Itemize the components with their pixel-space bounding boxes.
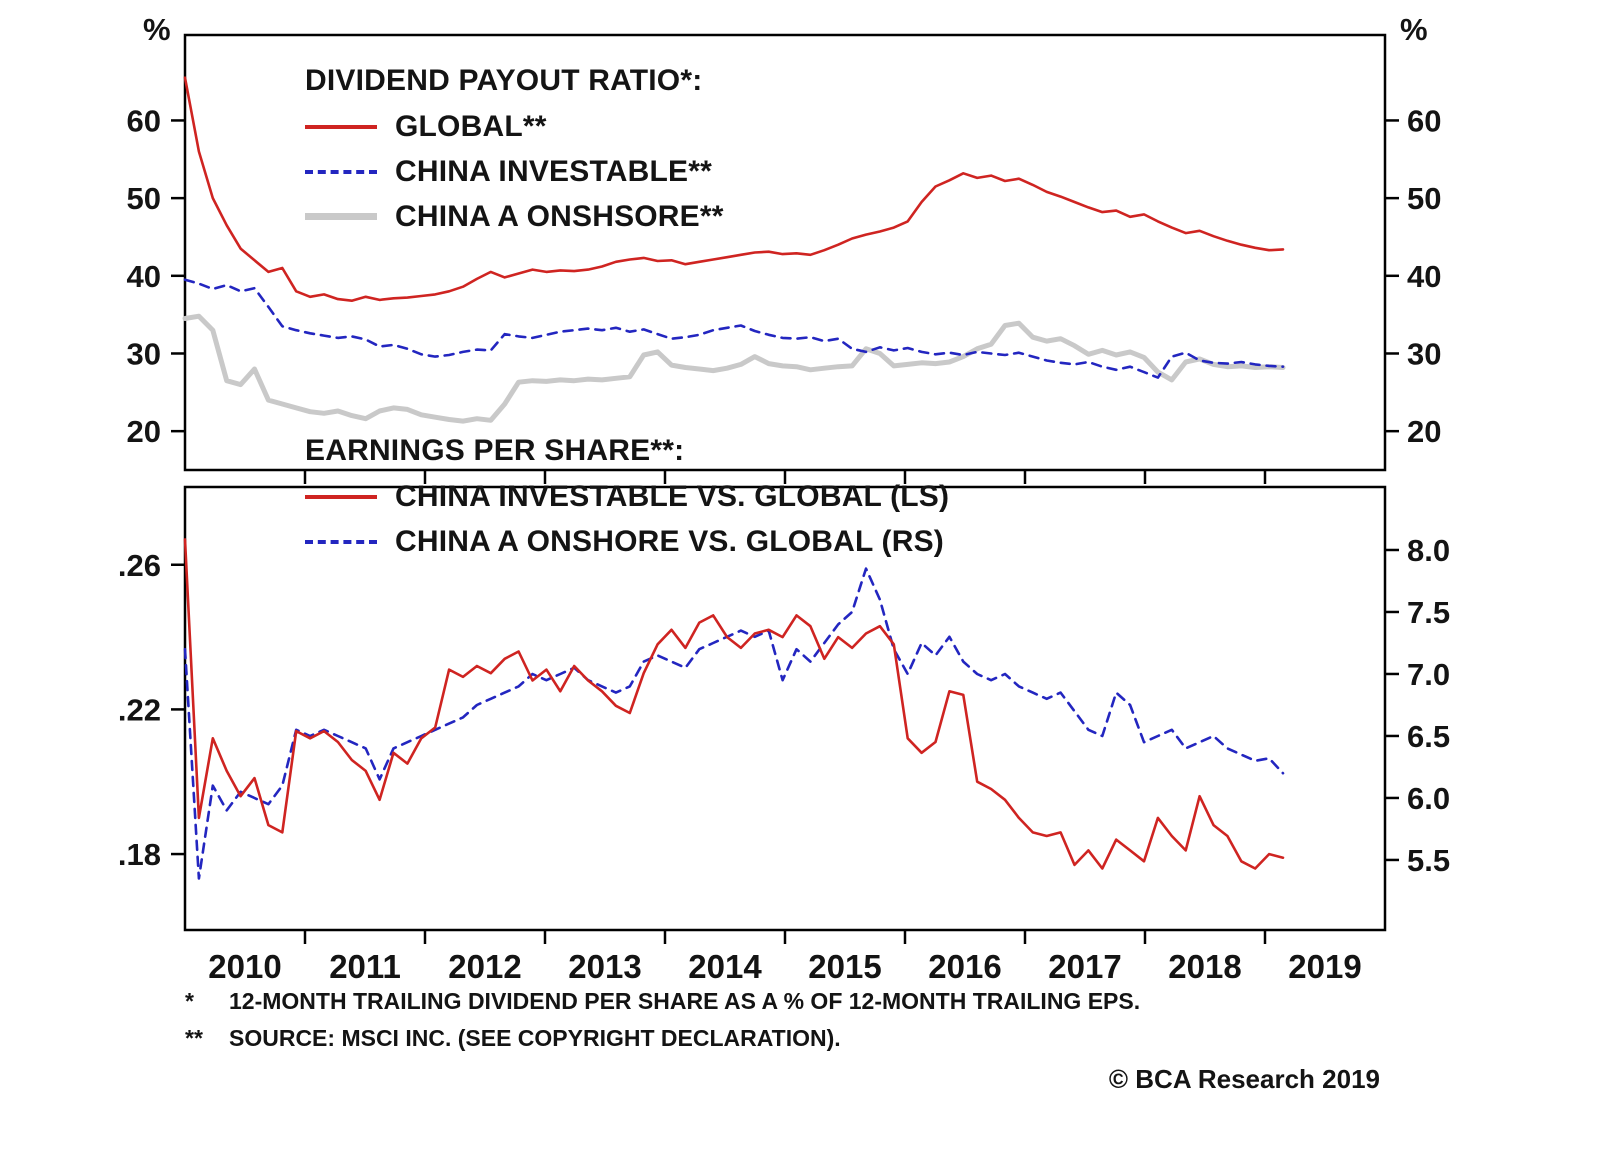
footnote-1-text: 12-MONTH TRAILING DIVIDEND PER SHARE AS …: [229, 988, 1141, 1014]
footnote-1-marker: *: [185, 988, 194, 1014]
eps-investable-line-swatch: [305, 494, 377, 499]
y-tick-label: 20: [1407, 414, 1441, 449]
y-tick-label: 60: [1407, 103, 1441, 138]
y-tick-label: .18: [118, 837, 161, 872]
footnote-1: * 12-MONTH TRAILING DIVIDEND PER SHARE A…: [185, 988, 1140, 1015]
china-investable-line: [183, 278, 1285, 379]
y-tick-label: 40: [1407, 259, 1441, 294]
footnote-2-text: SOURCE: MSCI INC. (SEE COPYRIGHT DECLARA…: [229, 1025, 841, 1051]
china-investable-vs-global-ls-line: [183, 538, 1285, 870]
y-tick-label: 7.5: [1407, 595, 1450, 630]
legend-label-eps-investable: CHINA INVESTABLE VS. GLOBAL (LS): [395, 479, 950, 513]
year-label: 2019: [1288, 948, 1361, 985]
eps-legend: EARNINGS PER SHARE**: CHINA INVESTABLE V…: [305, 434, 949, 564]
y-tick-label: 6.5: [1407, 719, 1450, 754]
year-label: 2018: [1168, 948, 1241, 985]
y-tick-label: 50: [127, 181, 161, 216]
legend-item-global: GLOBAL**: [305, 104, 724, 149]
eps-title: EARNINGS PER SHARE**:: [305, 434, 685, 467]
legend-label-global: GLOBAL**: [395, 109, 547, 143]
y-tick-label: 30: [127, 336, 161, 371]
y-tick-label: 20: [127, 414, 161, 449]
global-line: [183, 76, 1285, 303]
year-label: 2010: [208, 948, 281, 985]
legend-label-eps-onshore: CHINA A ONSHORE VS. GLOBAL (RS): [395, 524, 944, 558]
legend-item-eps-investable: CHINA INVESTABLE VS. GLOBAL (LS): [305, 474, 949, 519]
y-tick-label: 6.0: [1407, 781, 1450, 816]
china-a-onshsore-line: [182, 313, 1286, 424]
y-tick-label: 8.0: [1407, 533, 1450, 568]
year-label: 2016: [928, 948, 1001, 985]
copyright-credit: © BCA Research 2019: [1108, 1064, 1380, 1094]
legend-item-china-a-onshore: CHINA A ONSHSORE**: [305, 194, 724, 239]
footnotes: * 12-MONTH TRAILING DIVIDEND PER SHARE A…: [185, 988, 1140, 1062]
y-tick-label: 40: [127, 259, 161, 294]
year-label: 2011: [329, 948, 401, 985]
china-a-onshore-line-swatch: [305, 213, 377, 220]
y-tick-label: 7.0: [1407, 657, 1450, 692]
y-tick-label: .22: [118, 692, 161, 727]
year-label: 2015: [808, 948, 881, 985]
year-label: 2012: [448, 948, 521, 985]
footnote-2: ** SOURCE: MSCI INC. (SEE COPYRIGHT DECL…: [185, 1025, 1140, 1052]
legend-label-china-investable: CHINA INVESTABLE**: [395, 154, 712, 188]
left-axis-unit: %: [143, 12, 171, 47]
y-tick-label: .26: [118, 548, 161, 583]
footnote-2-marker: **: [185, 1025, 203, 1051]
eps-onshore-line-swatch: [305, 539, 377, 544]
y-tick-label: 5.5: [1407, 843, 1450, 878]
legend-item-eps-onshore: CHINA A ONSHORE VS. GLOBAL (RS): [305, 519, 949, 564]
legend-item-china-investable: CHINA INVESTABLE**: [305, 149, 724, 194]
china-a-onshore-vs-global-rs-line: [183, 567, 1285, 880]
y-tick-label: 30: [1407, 336, 1441, 371]
payout-ratio-title: DIVIDEND PAYOUT RATIO*:: [305, 64, 703, 97]
legend-label-china-a-onshore: CHINA A ONSHSORE**: [395, 199, 724, 233]
y-tick-label: 60: [127, 103, 161, 138]
year-label: 2013: [568, 948, 641, 985]
year-label: 2017: [1048, 948, 1121, 985]
global-line-swatch: [305, 124, 377, 129]
payout-ratio-legend: DIVIDEND PAYOUT RATIO*: GLOBAL** CHINA I…: [305, 64, 724, 239]
y-tick-label: 50: [1407, 181, 1441, 216]
right-axis-unit: %: [1400, 12, 1428, 47]
china-investable-line-swatch: [305, 169, 377, 174]
year-label: 2014: [688, 948, 762, 985]
